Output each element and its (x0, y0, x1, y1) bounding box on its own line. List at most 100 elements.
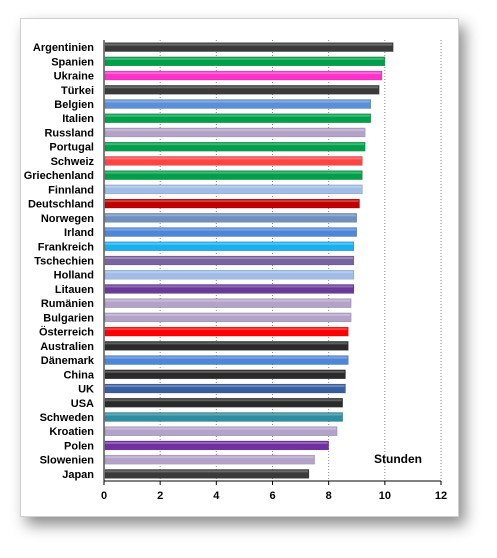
bar-highlight (105, 128, 365, 131)
bar-highlight (105, 86, 379, 89)
category-label: Finnland (48, 184, 94, 196)
bar-highlight (105, 441, 328, 444)
bar-irland (104, 227, 357, 237)
bar-türkei (104, 85, 380, 95)
bar-bulgarien (104, 312, 352, 323)
category-label: Dänemark (41, 355, 95, 367)
bar-highlight (105, 257, 353, 259)
bar-highlight (105, 356, 348, 359)
category-label: Russland (44, 127, 94, 139)
bar-uk (104, 383, 346, 394)
bar-highlight (105, 242, 353, 245)
category-label: Tschechien (34, 256, 94, 268)
category-label: Japan (62, 469, 94, 481)
bar-australien (104, 341, 349, 351)
x-tick-labels: 0 2 4 6 8 10 12 (101, 481, 447, 502)
category-label: Italien (62, 113, 94, 125)
category-label: Frankreich (38, 241, 95, 253)
category-label: Norwegen (41, 213, 94, 225)
category-label: Spanien (51, 56, 94, 68)
category-label: Bulgarien (43, 312, 94, 324)
category-label: Österreich (39, 326, 94, 339)
bar-highlight (105, 200, 359, 203)
category-label: Ukraine (54, 71, 94, 83)
bar-kroatien (104, 426, 338, 436)
bar-spanien (104, 56, 386, 67)
bar-highlight (105, 157, 362, 160)
bar-highlight (105, 399, 342, 402)
category-label: Deutschland (28, 199, 94, 211)
bar-highlight (105, 328, 348, 331)
bar-argentinien (104, 42, 394, 52)
x-tick-label: 12 (435, 490, 447, 502)
bar-highlight (105, 370, 345, 373)
bar-dänemark (104, 355, 349, 365)
category-label: Schweiz (51, 156, 95, 168)
bar-ukraine (104, 70, 383, 81)
bar-highlight (105, 470, 309, 473)
bar-highlight (105, 171, 362, 174)
bar-highlight (105, 342, 348, 345)
category-label: Irland (64, 227, 94, 239)
x-tick-label: 0 (101, 490, 107, 502)
bar-highlight (105, 114, 370, 117)
bar-griechenland (104, 170, 363, 180)
bar-russland (104, 127, 366, 138)
category-label: Portugal (49, 142, 94, 154)
unit-label: Stunden (374, 452, 422, 466)
category-label: Griechenland (24, 170, 94, 182)
category-label: Rumänien (41, 298, 94, 310)
category-label: Litauen (55, 284, 94, 296)
bar-holland (104, 269, 355, 280)
bar-slowenien (104, 454, 315, 465)
category-label: Slowenien (40, 455, 95, 467)
bar-portugal (104, 141, 366, 152)
category-label: Türkei (61, 85, 94, 97)
bar-österreich (104, 326, 349, 337)
bar-highlight (105, 57, 384, 60)
bar-rumänien (104, 298, 352, 308)
bar-highlight (105, 143, 365, 146)
bar-highlight (105, 413, 342, 416)
bar-highlight (105, 313, 351, 316)
bar-highlight (105, 185, 362, 188)
bar-highlight (105, 100, 370, 103)
bar-belgien (104, 99, 372, 109)
bar-japan (104, 469, 310, 479)
bar-litauen (104, 284, 355, 294)
bar-highlight (105, 43, 393, 46)
bar-highlight (105, 299, 351, 302)
x-tick-label: 2 (157, 490, 163, 502)
bar-highlight (105, 385, 345, 388)
category-label: Holland (54, 270, 94, 282)
bar-highlight (105, 72, 382, 75)
bar-tschechien (104, 255, 355, 266)
category-label: China (63, 369, 94, 381)
x-tick-label: 10 (379, 490, 391, 502)
category-labels: Argentinien Spanien Ukraine Türkei Belgien It… (24, 42, 95, 481)
bar-norwegen (104, 213, 357, 223)
category-label: Polen (64, 440, 94, 452)
bar-italien (104, 113, 372, 123)
bar-schweiz (104, 156, 363, 166)
bar-polen (104, 440, 329, 451)
x-tick-label: 4 (213, 490, 220, 502)
x-tick-label: 8 (326, 490, 332, 502)
bar-highlight (105, 271, 353, 274)
bar-frankreich (104, 241, 355, 252)
category-label: Argentinien (33, 42, 94, 54)
bars (104, 42, 394, 479)
bar-highlight (105, 228, 356, 231)
bar-highlight (105, 214, 356, 217)
bar-schweden (104, 412, 343, 422)
category-label: USA (71, 398, 94, 410)
category-label: UK (78, 384, 94, 396)
bar-usa (104, 398, 343, 408)
bar-deutschland (104, 198, 360, 209)
bar-highlight (105, 427, 337, 430)
category-label: Australien (40, 341, 94, 353)
bar-china (104, 369, 346, 380)
bar-highlight (105, 285, 353, 288)
category-label: Schweden (40, 412, 95, 424)
x-tick-label: 6 (269, 490, 275, 502)
